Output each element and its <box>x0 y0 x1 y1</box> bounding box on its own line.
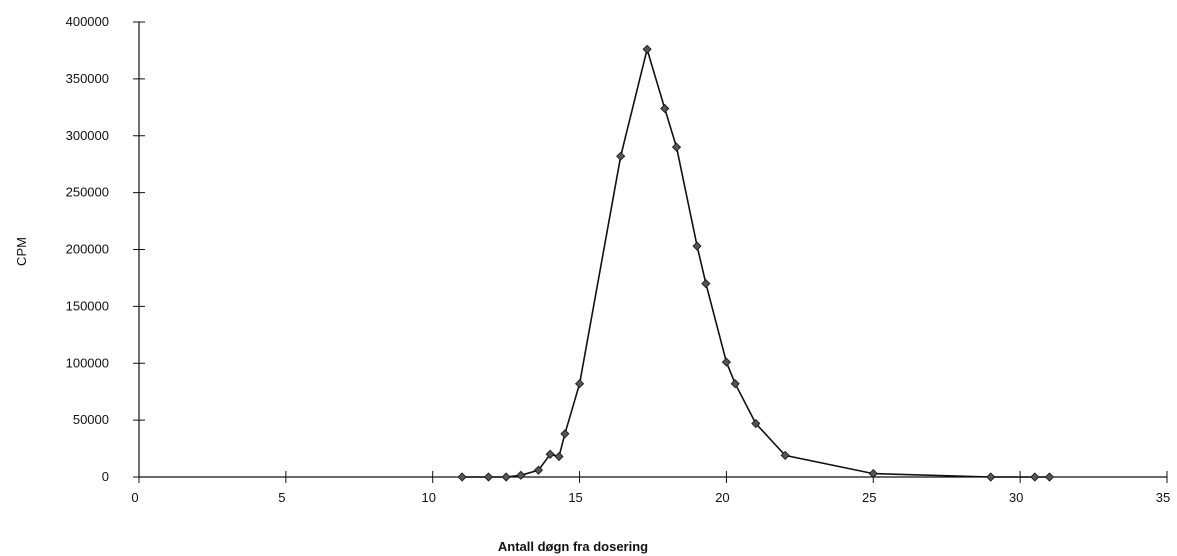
data-point-marker <box>560 429 570 439</box>
data-point-marker <box>545 449 555 459</box>
data-point-marker <box>457 472 467 482</box>
x-tick-label: 10 <box>421 490 435 505</box>
data-point-marker <box>616 151 626 161</box>
data-point-marker <box>1044 472 1055 482</box>
data-point-marker <box>780 450 790 460</box>
x-axis-ticks: 0 5 10 15 20 25 30 35 <box>131 471 1170 505</box>
x-tick-label: 20 <box>715 490 729 505</box>
data-point-marker <box>516 470 526 480</box>
data-point-marker <box>868 469 878 479</box>
y-tick-label: 50000 <box>73 412 109 427</box>
axes <box>138 22 1167 478</box>
data-point-marker <box>501 472 511 482</box>
data-point-marker <box>701 279 711 289</box>
series-line <box>462 46 1050 478</box>
x-axis-title: Antall døgn fra dosering <box>498 539 648 554</box>
data-point-marker <box>721 357 731 367</box>
y-tick-label: 200000 <box>66 242 109 257</box>
y-tick-label: 400000 <box>66 14 109 29</box>
x-tick-label: 0 <box>131 490 138 505</box>
data-point-marker <box>1030 472 1040 482</box>
data-point-marker <box>751 418 761 429</box>
y-tick-label: 100000 <box>66 355 109 370</box>
data-point-marker <box>554 451 564 462</box>
y-tick-label: 0 <box>102 469 109 484</box>
x-tick-label: 35 <box>1156 490 1170 505</box>
x-tick-label: 15 <box>568 490 582 505</box>
y-axis-ticks: 0 50000 100000 150000 200000 250000 300000 3500… <box>66 14 145 484</box>
x-tick-label: 30 <box>1009 490 1023 505</box>
y-tick-label: 300000 <box>66 128 109 143</box>
data-point-marker <box>533 465 544 475</box>
y-tick-label: 250000 <box>66 185 109 200</box>
y-tick-label: 350000 <box>66 71 109 86</box>
data-point-marker <box>730 379 740 389</box>
y-axis-title: CPM <box>14 237 29 266</box>
data-point-marker <box>671 142 682 152</box>
data-point-marker <box>483 472 494 482</box>
data-markers <box>457 44 1055 482</box>
x-tick-label: 25 <box>862 490 876 505</box>
y-tick-label: 150000 <box>66 298 109 313</box>
data-point-marker <box>660 103 670 114</box>
data-point-marker <box>692 241 702 251</box>
x-tick-label: 5 <box>278 490 285 505</box>
data-point-marker <box>575 379 585 389</box>
data-point-marker <box>642 44 652 54</box>
data-point-marker <box>986 472 996 482</box>
